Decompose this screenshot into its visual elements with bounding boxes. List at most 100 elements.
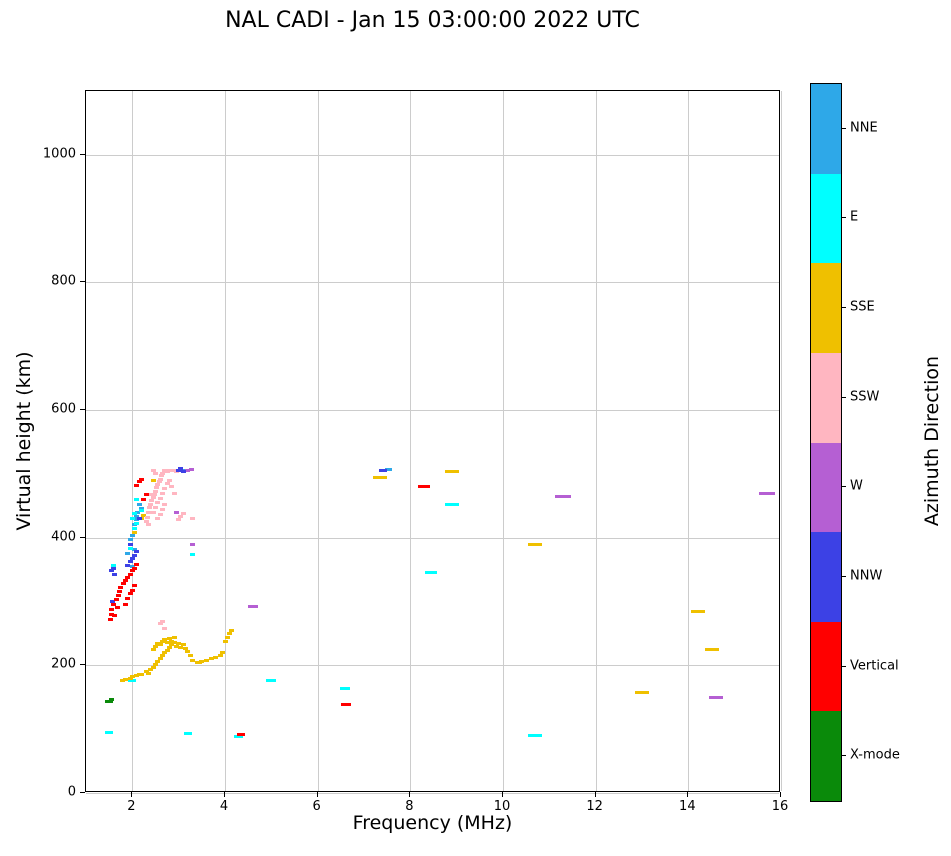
- data-point: [159, 507, 165, 511]
- data-point: [129, 533, 135, 537]
- x-tick-label: 8: [405, 799, 414, 814]
- data-point: [153, 489, 158, 493]
- data-point: [111, 603, 117, 607]
- data-point: [164, 648, 170, 652]
- data-point: [120, 582, 126, 586]
- data-point: [139, 672, 145, 676]
- y-tick: [80, 281, 85, 283]
- x-tick-label: 12: [586, 799, 603, 814]
- colorbar-segment: [811, 711, 841, 801]
- y-tick-label: 0: [67, 784, 76, 800]
- x-tick: [594, 792, 596, 797]
- y-tick: [80, 153, 85, 155]
- data-point: [635, 691, 649, 695]
- data-point: [190, 552, 196, 556]
- data-point: [157, 657, 163, 661]
- data-point: [166, 478, 172, 482]
- data-point: [158, 474, 164, 478]
- data-point: [150, 665, 156, 669]
- data-point: [111, 566, 117, 570]
- data-point: [134, 550, 140, 554]
- colorbar-segment: [811, 173, 841, 264]
- data-point: [190, 542, 196, 546]
- data-point: [183, 647, 189, 651]
- data-point: [157, 622, 163, 626]
- data-point: [108, 612, 114, 616]
- data-point: [146, 671, 152, 675]
- data-point: [164, 481, 170, 485]
- data-point: [144, 515, 150, 519]
- data-point: [157, 477, 163, 481]
- data-point: [134, 563, 140, 567]
- data-point: [122, 677, 128, 681]
- gridline-horizontal: [86, 154, 779, 156]
- data-point: [704, 647, 719, 651]
- y-tick-label: 400: [51, 529, 76, 545]
- data-point: [125, 575, 131, 579]
- data-point: [150, 647, 156, 651]
- data-point: [116, 589, 122, 593]
- data-point: [234, 735, 244, 739]
- data-point: [115, 593, 121, 597]
- colorbar-tick: [841, 127, 846, 129]
- data-point: [115, 606, 120, 610]
- x-tick-label: 16: [771, 799, 789, 814]
- colorbar-segment: [811, 352, 841, 443]
- colorbar-tick-label: NNW: [850, 568, 883, 584]
- colorbar-tick-label: Vertical: [850, 658, 899, 674]
- data-point: [189, 467, 195, 471]
- y-tick: [80, 792, 85, 793]
- data-point: [146, 510, 152, 514]
- data-point: [162, 487, 168, 491]
- x-axis-label: Frequency (MHz): [352, 812, 513, 834]
- data-point: [127, 592, 133, 596]
- data-point: [162, 651, 168, 655]
- data-point: [150, 469, 156, 473]
- plot-area: [85, 90, 782, 794]
- data-point: [129, 569, 135, 573]
- x-tick-label: 14: [679, 799, 696, 814]
- data-point: [166, 645, 172, 649]
- data-point: [162, 626, 168, 630]
- data-point: [155, 660, 161, 664]
- y-tick: [80, 409, 85, 411]
- data-point: [199, 660, 205, 664]
- data-point: [125, 596, 131, 600]
- data-point: [129, 588, 135, 592]
- data-point: [155, 641, 161, 645]
- data-point: [173, 470, 179, 474]
- data-point: [143, 492, 149, 496]
- data-point: [108, 698, 114, 702]
- data-point: [173, 644, 179, 648]
- data-point: [112, 573, 118, 577]
- data-point: [148, 492, 154, 496]
- gridline-horizontal: [86, 793, 779, 794]
- data-point: [169, 639, 175, 643]
- data-point: [129, 517, 135, 521]
- data-point: [171, 635, 177, 639]
- data-point: [379, 469, 388, 473]
- colorbar-tick-label: SSE: [850, 299, 875, 315]
- data-point: [113, 598, 119, 602]
- data-point: [341, 703, 352, 707]
- data-point: [157, 512, 163, 516]
- y-tick-label: 1000: [42, 146, 76, 162]
- data-point: [134, 497, 140, 501]
- y-tick: [80, 536, 85, 538]
- data-point: [153, 506, 158, 510]
- data-point: [112, 614, 118, 618]
- data-point: [147, 506, 153, 510]
- data-point: [132, 511, 138, 515]
- data-point: [119, 679, 125, 683]
- colorbar-legend: [810, 83, 842, 802]
- x-tick: [502, 792, 503, 797]
- data-point: [133, 518, 139, 522]
- data-point: [169, 643, 175, 647]
- colorbar-segment: [811, 621, 841, 712]
- data-point: [139, 506, 145, 510]
- colorbar-axis-label: Azimuth Direction: [921, 355, 943, 527]
- data-point: [373, 476, 388, 480]
- gridline-vertical: [132, 91, 134, 791]
- data-point: [153, 644, 158, 648]
- data-point: [110, 600, 116, 604]
